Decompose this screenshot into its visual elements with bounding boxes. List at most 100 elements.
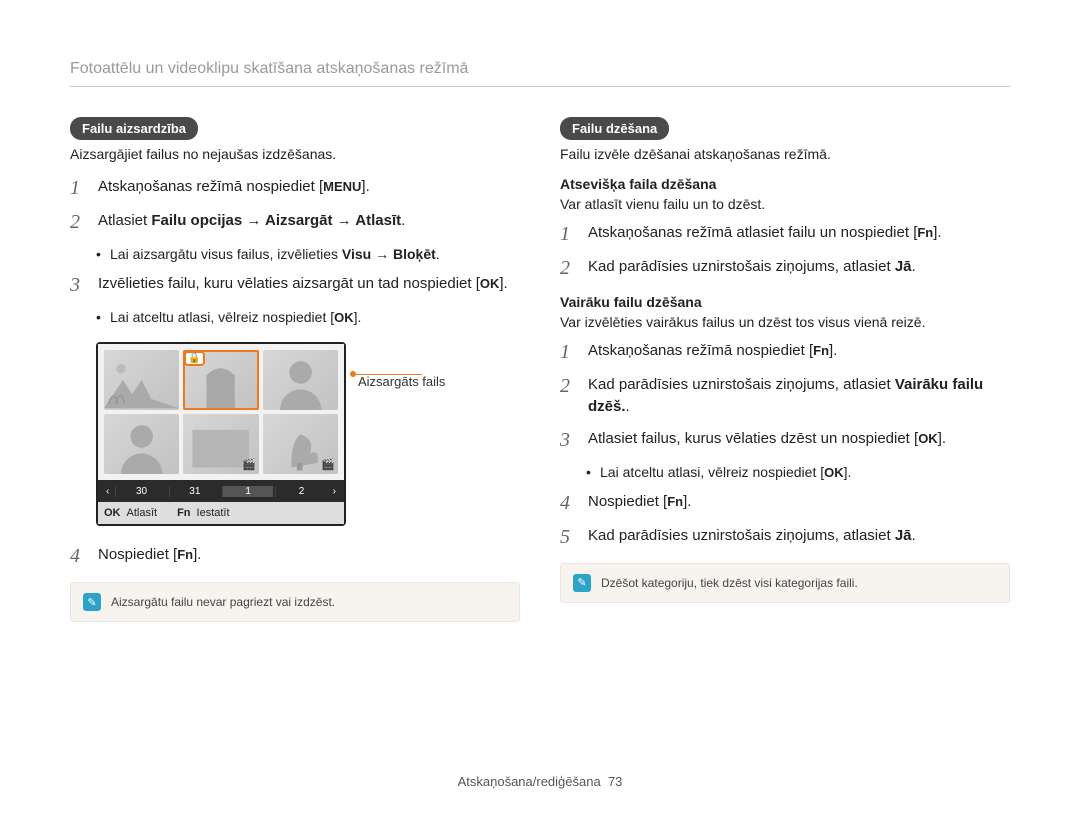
date-seg: 31 <box>169 486 220 497</box>
bullet-text: ]. <box>354 309 362 325</box>
section-pill-delete: Failu dzēšana <box>560 117 669 140</box>
content-columns: Failu aizsardzība Aizsargājiet failus no… <box>70 117 1010 622</box>
date-bar: ‹ 30 31 1 2 › <box>98 480 344 502</box>
step-text: ]. <box>933 224 941 241</box>
thumb <box>104 350 179 410</box>
step-text: Atskaņošanas režīmā nospiediet [ <box>588 342 813 359</box>
step-text: ]. <box>829 342 837 359</box>
step-number: 3 <box>560 428 578 452</box>
protect-step-3: 3 Izvēlieties failu, kuru vēlaties aizsa… <box>70 273 520 297</box>
bullet-text: Lai atceltu atlasi, vēlreiz nospiediet [ <box>600 464 824 480</box>
page-header: Fotoattēlu un videoklipu skatīšana atska… <box>70 60 1010 87</box>
next-arrow-icon: › <box>329 486 340 497</box>
step-number: 2 <box>70 210 88 234</box>
page-footer: Atskaņošana/rediģēšana 73 <box>0 774 1080 789</box>
ok-key-label: OK <box>104 507 121 519</box>
info-icon: ✎ <box>573 574 591 592</box>
ok-key: OK <box>480 276 500 291</box>
step-text: Atskaņošanas režīmā nospiediet [ <box>98 178 323 195</box>
step-text: ]. <box>361 178 369 195</box>
subhead-single-delete: Atsevišķa faila dzēšana <box>560 176 1010 192</box>
info-text: Aizsargātu failu nevar pagriezt vai izdz… <box>111 595 335 609</box>
delete-lead: Failu izvēle dzēšanai atskaņošanas režīm… <box>560 146 1010 162</box>
bullet-bold: Visu → Bloķēt <box>342 246 436 262</box>
prev-arrow-icon: ‹ <box>102 486 113 497</box>
step-number: 1 <box>560 340 578 364</box>
thumb <box>263 350 338 410</box>
single-step-2: 2 Kad parādīsies uznirstošais ziņojums, … <box>560 256 1010 280</box>
multi-step-1: 1 Atskaņošanas režīmā nospiediet [Fn]. <box>560 340 1010 364</box>
section-pill-protect: Failu aizsardzība <box>70 117 198 140</box>
protect-step-1: 1 Atskaņošanas režīmā nospiediet [MENU]. <box>70 176 520 200</box>
step-number: 5 <box>560 525 578 549</box>
step-text: Atlasiet <box>98 212 151 229</box>
step-text: Nospiediet [ <box>98 546 177 563</box>
lock-icon: 🔒 <box>186 353 202 364</box>
info-icon: ✎ <box>83 593 101 611</box>
step-number: 1 <box>560 222 578 246</box>
right-column: Failu dzēšana Failu izvēle dzēšanai atsk… <box>560 117 1010 622</box>
step-text: Atskaņošanas režīmā atlasiet failu un no… <box>588 224 917 241</box>
action-bar: OK Atlasīt Fn Iestatīt <box>98 502 344 524</box>
step-number: 4 <box>70 544 88 568</box>
ok-key: OK <box>918 431 938 446</box>
ok-key: OK <box>824 465 844 480</box>
ok-key: OK <box>334 310 354 325</box>
multi-step-4: 4 Nospiediet [Fn]. <box>560 491 1010 515</box>
ok-action-label: Atlasīt <box>127 507 158 519</box>
info-note-delete: ✎ Dzēšot kategoriju, tiek dzēst visi kat… <box>560 563 1010 603</box>
step-text: ]. <box>938 430 946 447</box>
bullet: Lai atceltu atlasi, vēlreiz nospiediet [… <box>96 307 520 328</box>
video-icon: 🎬 <box>242 458 256 471</box>
step-text: Nospiediet [ <box>588 493 667 510</box>
footer-section: Atskaņošana/rediģēšana <box>458 774 601 789</box>
fn-key: Fn <box>917 225 933 240</box>
step-text: . <box>401 212 405 229</box>
menu-key: MENU <box>323 179 361 194</box>
single-step-1: 1 Atskaņošanas režīmā atlasiet failu un … <box>560 222 1010 246</box>
thumb: 🎬 <box>183 414 258 474</box>
thumb-selected: 🔒 <box>183 350 258 410</box>
step-number: 1 <box>70 176 88 200</box>
multi-delete-text: Var izvēlēties vairākus failus un dzēst … <box>560 314 1010 330</box>
step-text: Izvēlieties failu, kuru vēlaties aizsarg… <box>98 275 480 292</box>
step-text: ]. <box>683 493 691 510</box>
bullet-text: . <box>436 246 440 262</box>
bullet-text: ]. <box>844 464 852 480</box>
protect-step-2: 2 Atlasiet Failu opcijas → Aizsargāt → A… <box>70 210 520 234</box>
illustration-wrap: 🔒 🎬 🎬 <box>96 342 520 526</box>
protect-lead: Aizsargājiet failus no nejaušas izdzēšan… <box>70 146 520 162</box>
fn-key: Fn <box>667 494 683 509</box>
info-note-protect: ✎ Aizsargātu failu nevar pagriezt vai iz… <box>70 582 520 622</box>
fn-key-label: Fn <box>177 507 190 519</box>
info-text: Dzēšot kategoriju, tiek dzēst visi kateg… <box>601 576 858 590</box>
fn-key: Fn <box>177 547 193 562</box>
date-seg: 30 <box>115 486 166 497</box>
date-seg: 2 <box>275 486 326 497</box>
step-bold: Failu opcijas → Aizsargāt → Atlasīt <box>151 212 401 229</box>
thumbnail-grid-illustration: 🔒 🎬 🎬 <box>96 342 346 526</box>
bullet: Lai aizsargātu visus failus, izvēlieties… <box>96 244 520 265</box>
step-text: Atlasiet failus, kurus vēlaties dzēst un… <box>588 430 918 447</box>
bullet-text: Lai atceltu atlasi, vēlreiz nospiediet [ <box>110 309 334 325</box>
step-number: 2 <box>560 374 578 418</box>
thumb: 🎬 <box>263 414 338 474</box>
fn-action-label: Iestatīt <box>197 507 230 519</box>
protect-step-4: 4 Nospiediet [Fn]. <box>70 544 520 568</box>
step-text: . <box>912 527 916 544</box>
thumb <box>104 414 179 474</box>
multi-step-5: 5 Kad parādīsies uznirstošais ziņojums, … <box>560 525 1010 549</box>
step-text: ]. <box>193 546 201 563</box>
fn-key: Fn <box>813 343 829 358</box>
subhead-multi-delete: Vairāku failu dzēšana <box>560 294 1010 310</box>
video-icon: 🎬 <box>321 458 335 471</box>
step-text: . <box>626 398 630 415</box>
multi-step-3: 3 Atlasiet failus, kurus vēlaties dzēst … <box>560 428 1010 452</box>
date-seg-active: 1 <box>222 486 273 497</box>
step-number: 2 <box>560 256 578 280</box>
bullet: Lai atceltu atlasi, vēlreiz nospiediet [… <box>586 462 1010 483</box>
left-column: Failu aizsardzība Aizsargājiet failus no… <box>70 117 520 622</box>
step-number: 4 <box>560 491 578 515</box>
step-text: Kad parādīsies uznirstošais ziņojums, at… <box>588 376 895 393</box>
bullet-text: Lai aizsargātu visus failus, izvēlieties <box>110 246 342 262</box>
